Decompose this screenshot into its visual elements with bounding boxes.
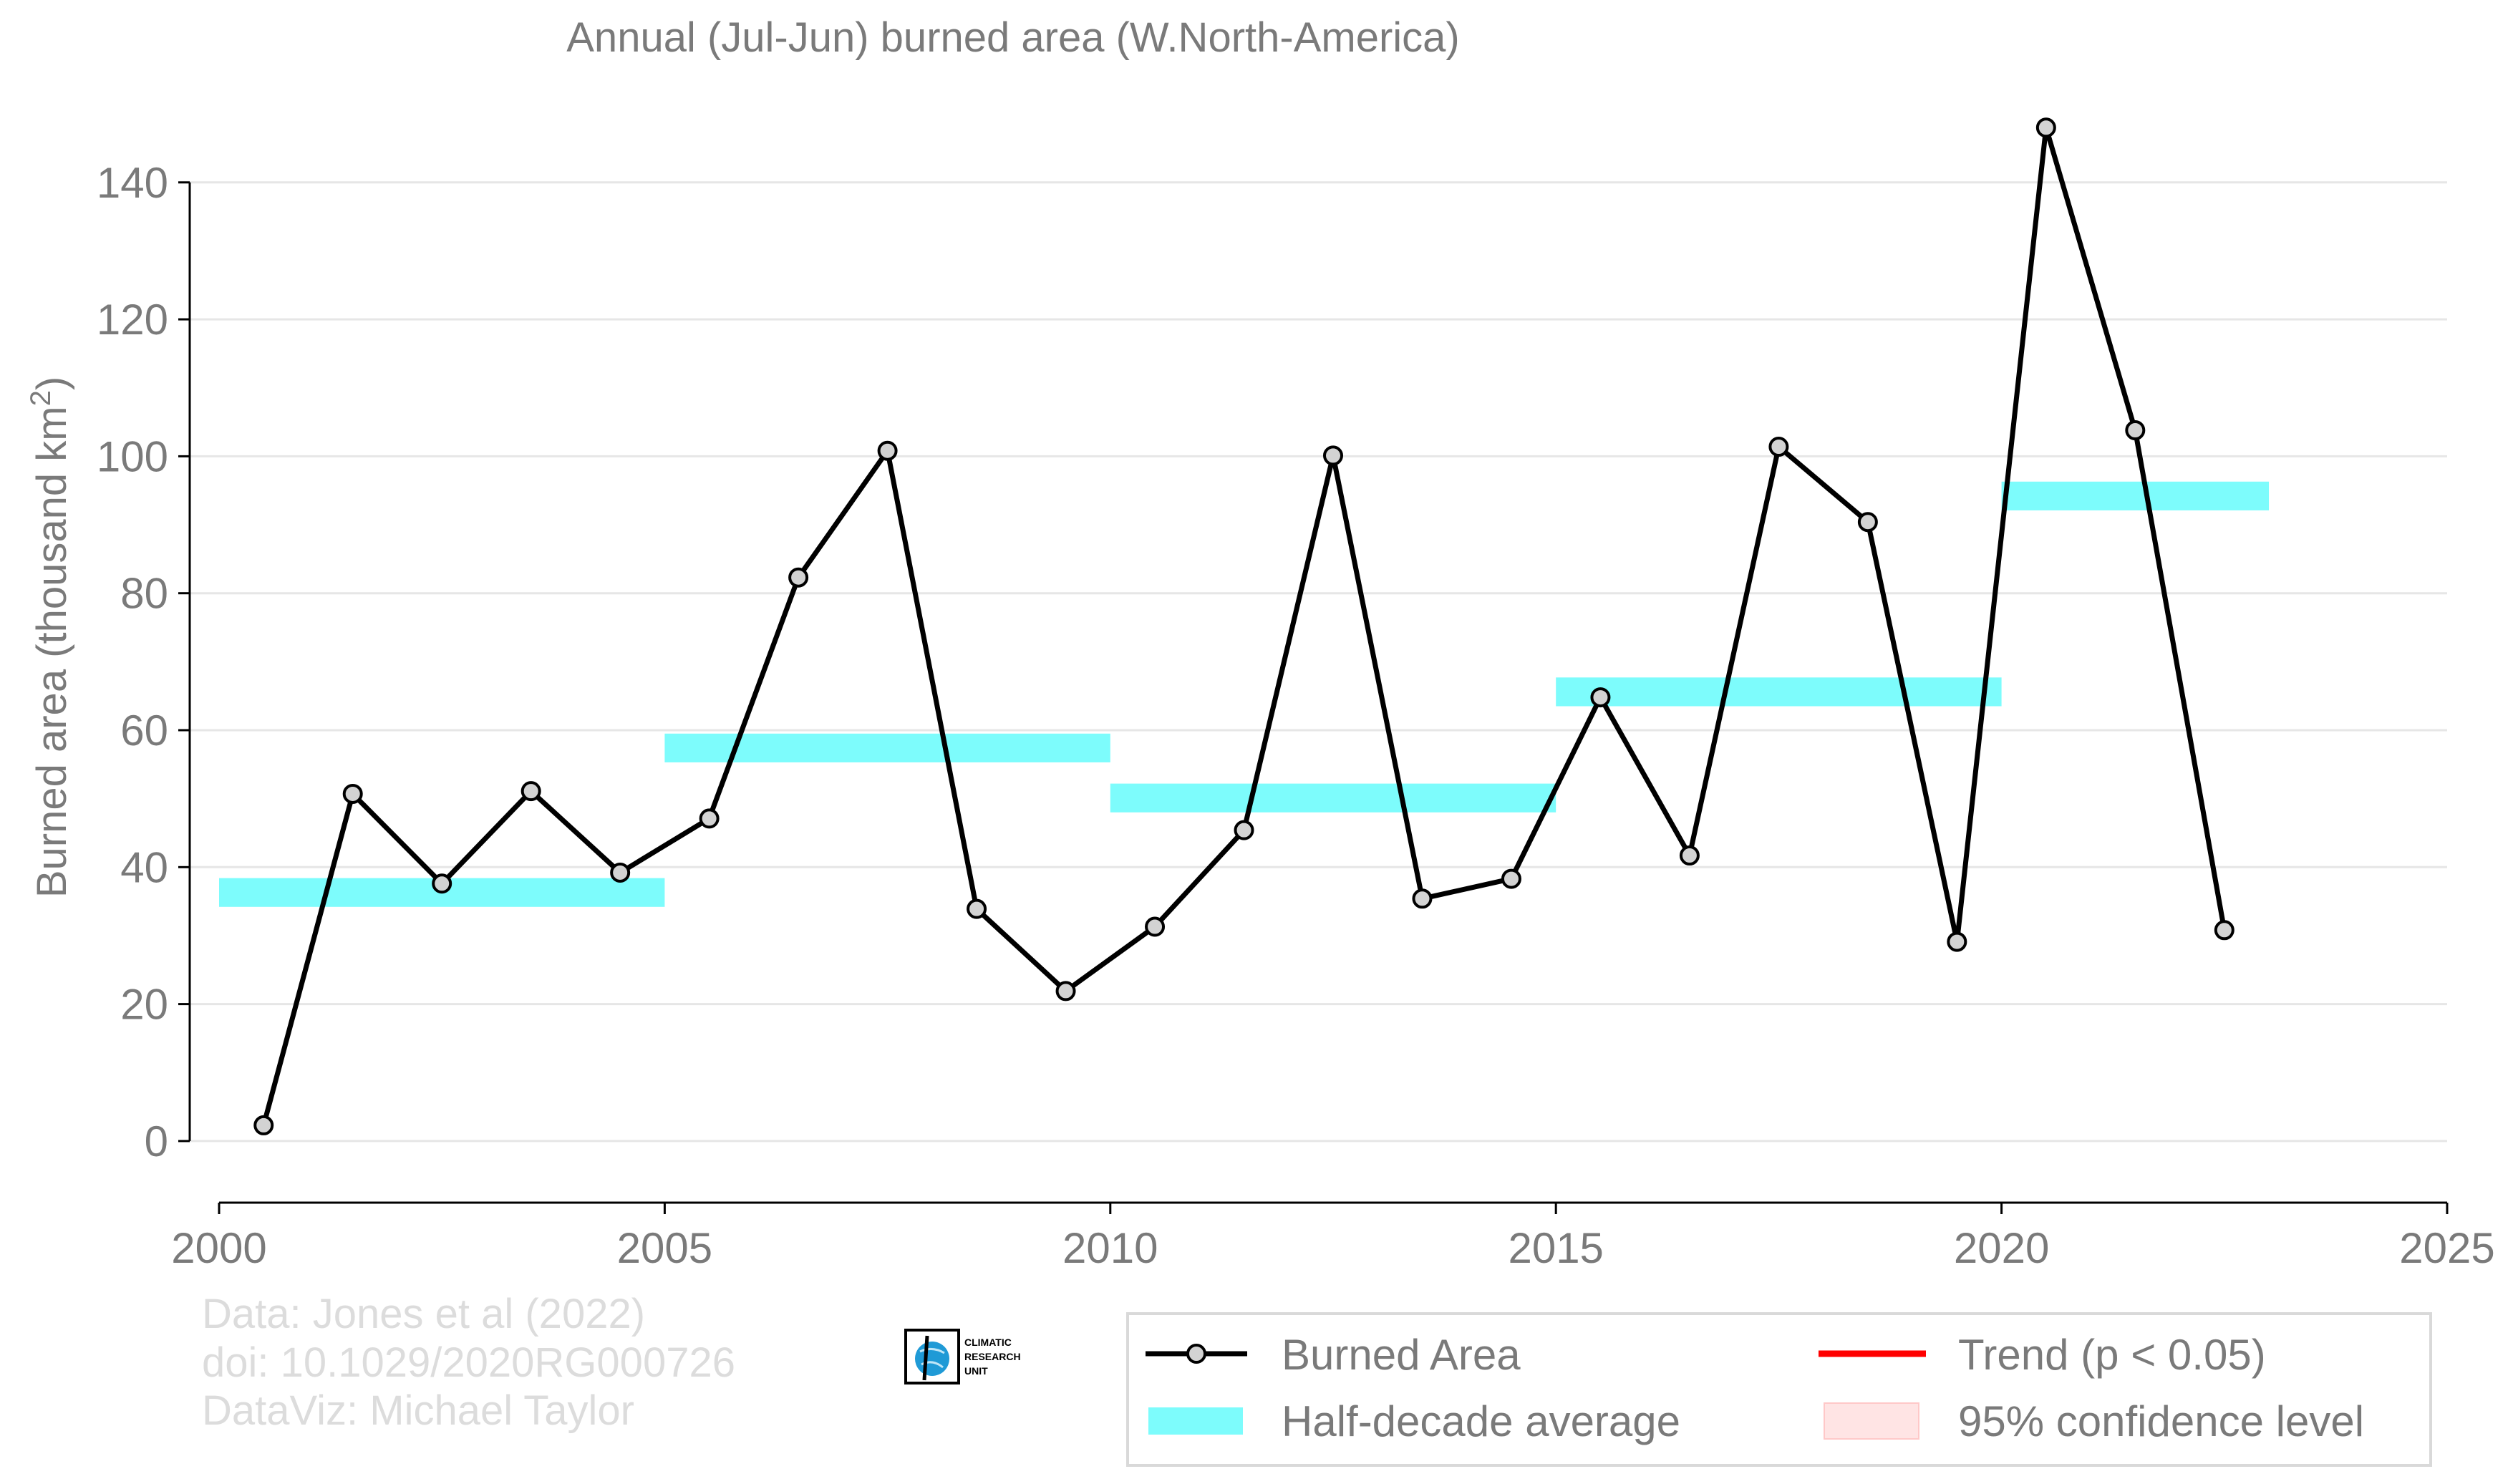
data-point bbox=[1323, 445, 1343, 466]
cru-logo: CLIMATIC RESEARCH UNIT bbox=[904, 1329, 1021, 1384]
legend-burned-area-label: Burned Area bbox=[1282, 1331, 1521, 1379]
y-axis-title-main: Burned area (thousand km bbox=[29, 406, 75, 898]
data-point bbox=[342, 783, 363, 804]
half-decade-band bbox=[1556, 677, 2002, 707]
y-tick-label: 60 bbox=[120, 707, 168, 755]
legend-frame bbox=[1126, 1312, 2432, 1467]
logo-line1: CLIMATIC bbox=[964, 1337, 1012, 1348]
chart-title: Annual (Jul-Jun) burned area (W.North-Am… bbox=[566, 14, 1459, 61]
logo-line2: RESEARCH bbox=[964, 1351, 1021, 1362]
data-point bbox=[610, 862, 631, 883]
credit-doi: doi: 10.1029/2020RG000726 bbox=[202, 1339, 735, 1386]
data-point bbox=[1145, 916, 1166, 937]
credit-dataviz: DataViz: Michael Taylor bbox=[202, 1387, 634, 1434]
x-tick-label: 2000 bbox=[171, 1224, 266, 1272]
series-line bbox=[261, 125, 2227, 1126]
legend-confidence-label: 95% confidence level bbox=[1958, 1397, 2364, 1445]
x-tick-label: 2025 bbox=[2399, 1224, 2494, 1272]
gridlines bbox=[190, 181, 2447, 1143]
data-point bbox=[788, 567, 809, 588]
y-tick-label: 20 bbox=[120, 981, 168, 1029]
legend-confidence-swatch bbox=[1824, 1402, 1919, 1440]
logo-line3: UNIT bbox=[964, 1365, 988, 1377]
data-point bbox=[1768, 437, 1789, 457]
data-point bbox=[1234, 820, 1254, 840]
burned-area-series bbox=[253, 117, 2234, 1135]
y-axis-title: Burned area (thousand km2) bbox=[25, 377, 75, 898]
x-tick-label: 2005 bbox=[617, 1224, 712, 1272]
legend: Burned Area Trend (p < 0.05) Half-decade… bbox=[1126, 1312, 2432, 1467]
legend-burned-area-marker bbox=[1186, 1344, 1206, 1364]
y-axis-title-close: ) bbox=[29, 377, 75, 390]
data-point bbox=[2214, 920, 2234, 941]
y-tick-label: 140 bbox=[97, 159, 168, 207]
data-point bbox=[877, 440, 898, 461]
y-tick-label: 100 bbox=[97, 432, 168, 480]
credit-data: Data: Jones et al (2022) bbox=[202, 1291, 645, 1337]
data-point bbox=[1679, 845, 1700, 866]
x-tick-label: 2020 bbox=[1954, 1224, 2049, 1272]
globe-icon bbox=[915, 1342, 949, 1376]
data-point bbox=[1055, 981, 1076, 1002]
half-decade-band bbox=[1110, 783, 1556, 813]
half-decade-band bbox=[2001, 481, 2270, 510]
data-point bbox=[1590, 687, 1611, 708]
x-tick-label: 2010 bbox=[1062, 1224, 1158, 1272]
y-tick-label: 120 bbox=[97, 296, 168, 344]
half-decade-bands bbox=[219, 481, 2270, 907]
axes: 0 20 40 60 80 100 120 140 2000 2005 2010 2015 2020 20… bbox=[97, 159, 2495, 1272]
legend-half-decade-label: Half-decade average bbox=[1282, 1397, 1680, 1445]
data-point bbox=[2125, 420, 2146, 441]
data-point bbox=[1857, 512, 1878, 533]
data-point bbox=[432, 873, 452, 894]
legend-trend-label: Trend (p < 0.05) bbox=[1958, 1331, 2266, 1379]
data-point bbox=[1412, 888, 1433, 909]
data-point bbox=[967, 898, 987, 919]
data-point bbox=[253, 1115, 274, 1135]
data-point bbox=[520, 781, 541, 802]
data-point bbox=[699, 808, 720, 829]
y-tick-label: 80 bbox=[120, 570, 168, 618]
legend-half-decade-swatch bbox=[1148, 1407, 1243, 1435]
data-point bbox=[1947, 931, 1967, 952]
data-point bbox=[2035, 117, 2056, 138]
credits: Data: Jones et al (2022) doi: 10.1029/20… bbox=[202, 1291, 735, 1434]
y-axis-title-sup: 2 bbox=[25, 390, 57, 406]
data-point bbox=[1501, 868, 1521, 889]
x-tick-label: 2015 bbox=[1508, 1224, 1603, 1272]
y-tick-label: 0 bbox=[145, 1117, 168, 1165]
y-tick-label: 40 bbox=[120, 843, 168, 891]
